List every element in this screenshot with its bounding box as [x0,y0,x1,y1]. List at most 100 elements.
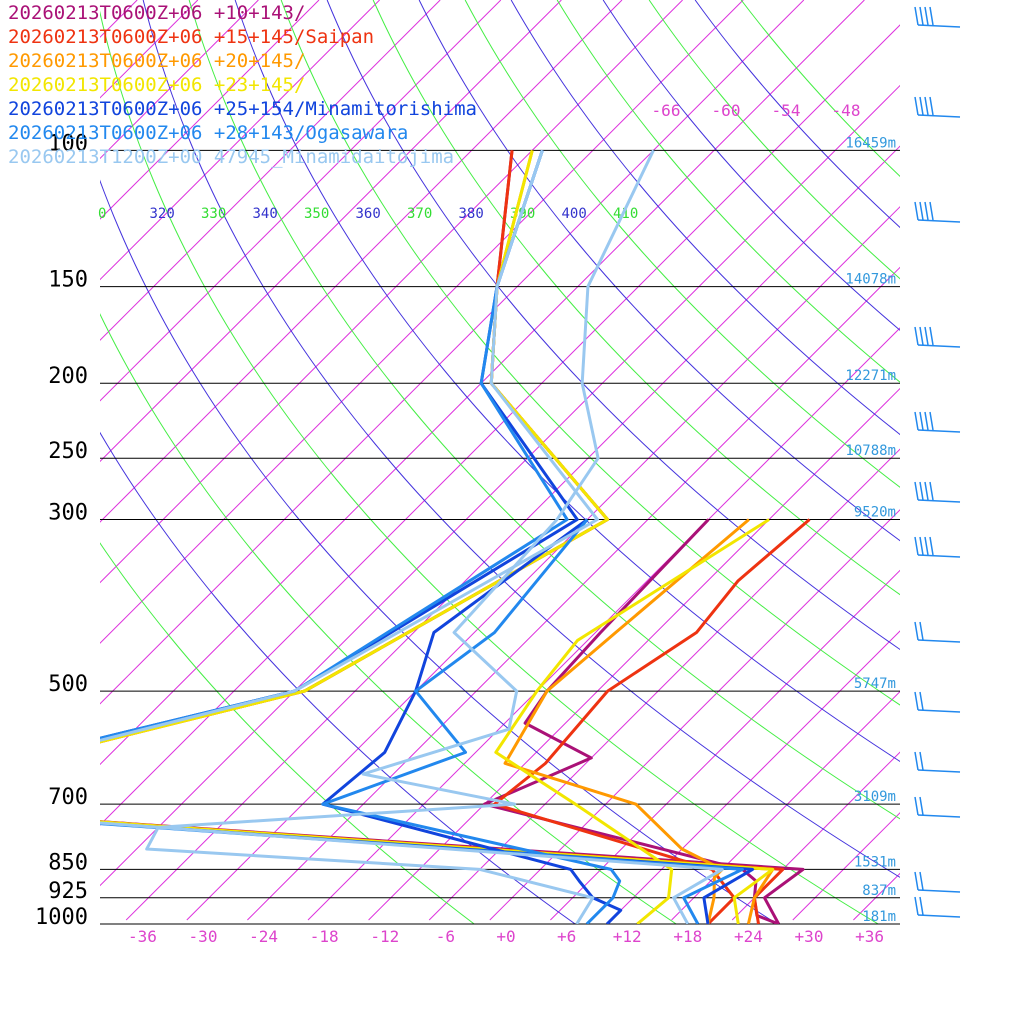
temperature-tick-label: -12 [370,927,399,946]
wind-barb [914,326,961,348]
series-dewpoint-line [503,518,750,924]
temperature-tick-label: +18 [673,927,702,946]
isotherm-line [125,145,900,921]
theta-label: 330 [201,206,226,222]
dry-adiabat-line [464,0,900,488]
wind-barb [914,896,961,918]
top-temperature-tick-label: -54 [772,101,801,120]
isotherm-line [100,0,502,402]
adiabat-line [602,0,900,331]
series-dewpoint-line [321,518,622,924]
legend-entry: 20260213T0600Z+06 +23+145/ [8,74,306,96]
temperature-tick-label: -18 [310,927,339,946]
dry-adiabat-line [100,313,677,924]
dry-adiabat-line [372,0,900,596]
temperature-tick-label: -6 [436,927,455,946]
theta-label: 360 [356,206,381,222]
wind-barb [914,621,961,643]
pressure-label: 700 [48,785,88,810]
height-label: 12271m [845,368,896,384]
theta-label: 380 [459,206,484,222]
pressure-label: 250 [48,439,88,464]
height-label: 5747m [854,676,896,692]
isotherm-line [100,0,380,281]
isotherm-line [489,509,900,921]
adiabat-line [100,431,576,924]
pressure-label: 850 [48,850,88,875]
series-dewpoint-line [145,149,655,924]
wind-barb [914,411,961,433]
temperature-tick-label: -24 [249,927,278,946]
temperature-tick-label: +30 [795,927,824,946]
legend-entry: 20260213T0600Z+06 +10+143/ [8,2,306,24]
height-label: 14078m [845,272,896,288]
theta-label: 350 [304,206,329,222]
adiabat-line [510,0,900,436]
height-label: 3109m [854,789,896,805]
theta-label: 400 [562,206,587,222]
wind-barb [914,796,961,818]
pressure-label: 925 [48,879,88,904]
wind-barb [914,481,961,503]
isotherm-line [368,387,900,921]
pressure-label: 500 [48,672,88,697]
pressure-label: 150 [48,268,88,293]
dry-adiabat-line [740,0,900,177]
adiabat-line [142,0,900,878]
series-temperature-line [100,149,724,924]
isotherm-line [914,0,1024,920]
pressure-label: 1000 [35,905,88,930]
dry-adiabat-line [100,10,879,924]
isotherm-line [100,0,562,463]
isotherm-line [428,448,900,921]
adiabat-line [418,0,900,542]
isotherm-line [610,630,900,921]
top-temperature-tick-label: -60 [712,101,741,120]
temperature-tick-label: +6 [557,927,576,946]
pressure-label: 200 [48,364,88,389]
height-label: 10788m [845,443,896,459]
temperature-tick-label: -36 [128,927,157,946]
height-label: 181m [862,909,896,925]
temperature-tick-label: +36 [855,927,884,946]
adiabat-line [100,179,778,924]
isotherm-line [307,327,900,921]
isotherm-line [247,266,900,921]
wind-barb [914,6,961,28]
wind-barb [914,691,961,713]
wind-barb [914,96,961,118]
isotherm-line [671,690,900,921]
series-temperature-line [100,150,805,924]
legend-entry: 20260213T0600Z+06 +15+145/Saipan [8,26,375,48]
dry-adiabat-line [648,0,900,280]
isotherm-line [100,84,900,887]
height-label: 16459m [845,135,896,151]
adiabat-line [234,0,900,763]
legend-entry: 20260213T0600Z+06 +25+154/Minamitorishim… [8,98,477,120]
adiabat-line [326,0,900,651]
isotherm-line [100,0,683,584]
pressure-label: 100 [48,131,88,156]
series-dewpoint-line [493,518,811,924]
isotherm-line [100,0,865,766]
isotherm-line [100,0,259,160]
wind-barb [914,201,961,223]
dry-adiabat-line [556,0,900,383]
wind-barb [914,871,961,893]
isotherm-line [186,206,900,921]
series-dewpoint-line [494,518,770,924]
theta-label: 370 [407,206,432,222]
height-label: 1531m [854,854,896,870]
theta-label: 0 [98,206,106,222]
wind-barb [914,751,961,773]
isotherm-line [550,569,900,921]
series-temperature-line [100,149,744,924]
temperature-tick-label: +24 [734,927,763,946]
legend-entry: 20260213T1200Z+00 47945_Minamidaitojima [8,146,455,168]
pressure-label: 300 [48,500,88,525]
temperature-tick-label: +12 [613,927,642,946]
isotherm-line [100,0,744,644]
theta-label: 340 [253,206,278,222]
dry-adiabat-line [100,542,475,924]
top-temperature-tick-label: -48 [832,101,861,120]
